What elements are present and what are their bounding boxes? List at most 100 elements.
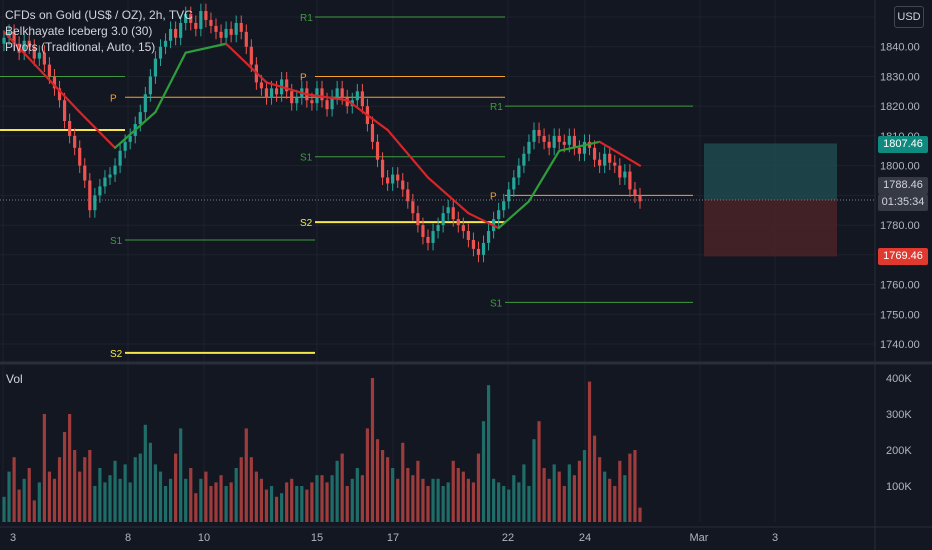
candle-body	[456, 219, 460, 226]
candle-body	[12, 31, 16, 44]
volume-bar	[567, 464, 571, 522]
candle-body	[542, 135, 546, 142]
volume-bar	[598, 457, 602, 522]
ma-segment	[426, 176, 470, 215]
candle-body	[229, 28, 233, 35]
symbol-title[interactable]: CFDs on Gold (US$ / OZ), 2h, TVC	[5, 8, 193, 22]
candle-body	[269, 88, 274, 98]
ma-segment	[346, 99, 389, 132]
candle-body	[451, 207, 455, 220]
volume-bar	[209, 486, 213, 522]
volume-bar	[12, 457, 16, 522]
candle-body	[42, 52, 46, 65]
candle-body	[486, 231, 491, 243]
ma-segment	[224, 42, 268, 84]
volume-bar	[280, 493, 284, 522]
candle-body	[219, 31, 223, 38]
price-tick-label: 1840.00	[880, 42, 920, 54]
date-tick-label: 17	[387, 532, 399, 544]
date-tick-label: Mar	[690, 532, 709, 544]
volume-bar	[325, 482, 329, 522]
pivot-label: S1	[110, 236, 123, 247]
volume-bar	[330, 475, 334, 522]
volume-bar	[335, 460, 339, 522]
volume-bar	[608, 478, 612, 522]
candle-body	[567, 135, 571, 145]
volume-bar	[436, 478, 440, 522]
ma-segment	[467, 212, 500, 230]
volume-bar	[295, 486, 299, 522]
candle-body	[340, 88, 344, 98]
volume-bar	[416, 460, 420, 522]
target-zone	[704, 143, 837, 200]
candle-body	[108, 174, 112, 178]
candle-body	[194, 22, 198, 29]
volume-bar	[88, 450, 92, 522]
candle-body	[370, 124, 375, 142]
volume-bar	[37, 482, 41, 522]
volume-bar	[466, 478, 470, 522]
volume-bar	[401, 442, 405, 522]
date-axis: 3 8 10 15 17 22 24 Mar 3	[10, 532, 778, 544]
volume-bar	[587, 381, 592, 522]
candle-body	[532, 129, 536, 142]
candle-body	[401, 180, 405, 190]
candle-body	[128, 135, 132, 142]
ma-segment	[78, 111, 117, 149]
volume-bar	[426, 486, 430, 522]
candle-body	[416, 213, 420, 226]
candle-body	[174, 28, 178, 38]
candle-body	[592, 147, 597, 160]
volume-bar	[492, 478, 496, 522]
volume-bar	[123, 464, 127, 522]
volume-bar	[406, 468, 410, 522]
candle-body	[562, 141, 566, 145]
date-tick-label: 3	[772, 532, 778, 544]
volume-bar	[118, 478, 122, 522]
volume-bar	[254, 471, 258, 522]
candle-body	[224, 28, 228, 38]
candle-body	[577, 147, 582, 154]
volume-bar	[113, 460, 117, 522]
date-tick-label: 15	[311, 532, 323, 544]
candle-body	[32, 46, 36, 59]
candle-body	[517, 165, 521, 178]
volume-bar	[345, 486, 349, 522]
candle-body	[603, 153, 607, 166]
volume-bar	[57, 457, 62, 522]
ma-segment	[154, 51, 187, 114]
candle-body	[83, 165, 87, 181]
volume-bar	[542, 468, 546, 522]
target-price-tag: 1807.46	[878, 136, 928, 153]
candle-body	[552, 135, 556, 148]
date-tick-label: 3	[10, 532, 16, 544]
candle-body	[73, 135, 77, 148]
chart-legend: CFDs on Gold (US$ / OZ), 2h, TVC Belkhay…	[5, 7, 193, 55]
candle-body	[623, 171, 627, 178]
volume-bar	[486, 385, 491, 522]
indicator-iceberg[interactable]: Belkhayate Iceberg 3.0 (30)	[5, 24, 153, 38]
candle-body	[123, 141, 127, 151]
candle-body	[98, 186, 102, 196]
volume-bar	[199, 478, 203, 522]
volume-bar	[264, 489, 269, 522]
pivot-label: S1	[300, 153, 313, 164]
indicator-pivots[interactable]: Pivots (Traditional, Auto, 15)	[5, 40, 156, 54]
candle-body	[608, 153, 612, 163]
volume-bar	[62, 432, 67, 522]
volume-bar	[603, 471, 607, 522]
volume-bar	[320, 475, 324, 522]
candle-body	[7, 31, 11, 38]
volume-bar	[481, 421, 486, 522]
volume-bar	[73, 450, 77, 522]
candle-body	[239, 22, 243, 32]
last-price-tag: 1788.46	[878, 177, 928, 194]
date-tick-label: 22	[502, 532, 514, 544]
volume-bar	[532, 439, 536, 522]
currency-button[interactable]: USD	[894, 6, 924, 28]
candle-body	[249, 46, 253, 65]
volume-bar	[98, 468, 102, 522]
candle-body	[633, 189, 637, 196]
